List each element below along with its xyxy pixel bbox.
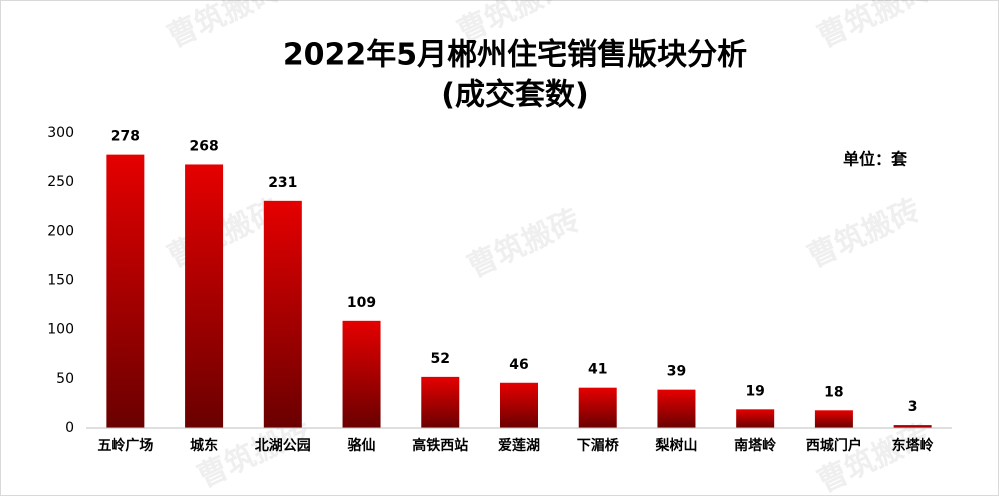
watermark: 曹筑搬砖 [162,0,286,55]
x-tick-label: 梨树山 [654,437,697,454]
x-tick-label: 高铁西站 [412,437,468,454]
value-label: 39 [667,364,686,380]
y-tick-label: 150 [47,273,74,289]
x-tick-label: 东塔岭 [892,437,934,454]
bar [263,200,302,428]
x-tick-label: 南塔岭 [734,437,776,454]
y-tick-label: 300 [47,125,74,141]
bar [421,376,460,428]
bar [736,409,775,428]
value-label: 231 [268,175,297,191]
value-label: 52 [431,351,450,367]
y-tick-label: 50 [56,371,74,387]
bar [814,410,853,428]
watermark: 曹筑搬砖 [802,193,926,275]
value-label: 18 [824,384,843,400]
chart-title: 2022年5月郴州住宅销售版块分析 [283,38,747,73]
x-tick-label: 下湄桥 [577,437,620,454]
y-tick-label: 250 [47,174,74,190]
bar [500,382,538,428]
x-tick-label: 五岭广场 [97,437,153,454]
x-tick-label: 骆仙 [348,437,376,454]
watermark: 曹筑搬砖 [812,418,936,496]
bar [893,425,932,428]
value-label: 41 [588,362,607,378]
y-tick-label: 200 [47,223,74,239]
x-tick-label: 北湖公园 [255,438,311,454]
watermark: 曹筑搬砖 [462,203,586,285]
chart-subtitle: (成交套数) [441,78,588,113]
y-tick-label: 100 [47,322,74,338]
bar [185,164,224,428]
x-tick-label: 城东 [190,437,218,454]
bar [106,154,145,428]
value-label: 46 [509,357,528,373]
unit-note: 单位：套 [843,150,908,169]
watermark: 曹筑搬砖 [812,0,936,55]
value-label: 278 [111,129,140,145]
y-tick-label: 0 [65,420,74,436]
x-tick-label: 西城门户 [806,437,862,454]
value-label: 3 [908,399,918,415]
bar [342,320,381,428]
bar [657,389,696,428]
x-tick-label: 爱莲湖 [498,437,540,454]
value-label: 268 [189,138,218,154]
value-label: 109 [347,295,376,311]
value-label: 19 [745,383,764,399]
bar [578,387,617,428]
